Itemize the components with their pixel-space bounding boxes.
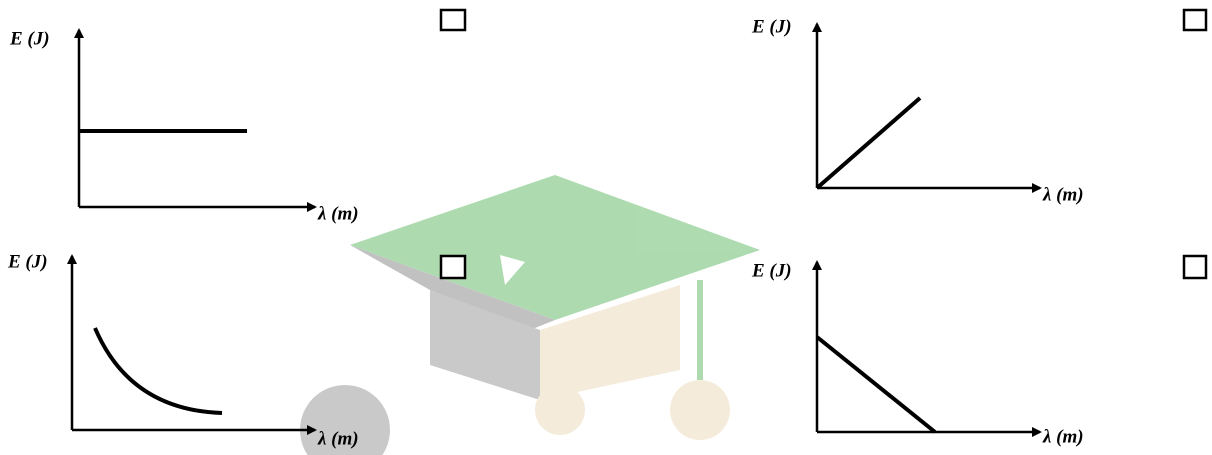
watermark [300,175,760,455]
checkbox[interactable] [1182,8,1208,32]
checkbox[interactable] [439,8,467,32]
x-axis-label: λ (m) [1042,184,1084,205]
x-axis-label: λ (m) [317,428,359,449]
x-axis-label: λ (m) [1042,426,1084,447]
y-axis-label: E (J) [751,16,792,37]
graph-curve [93,327,223,415]
y-axis-label: E (J) [751,260,792,281]
checkbox[interactable] [439,254,467,280]
checkbox[interactable] [1182,254,1208,280]
graph-line [815,335,937,434]
y-axis-label: E (J) [9,28,50,49]
y-axis-label: E (J) [7,251,48,272]
x-axis-label: λ (m) [317,203,359,224]
graph-line [815,96,922,190]
